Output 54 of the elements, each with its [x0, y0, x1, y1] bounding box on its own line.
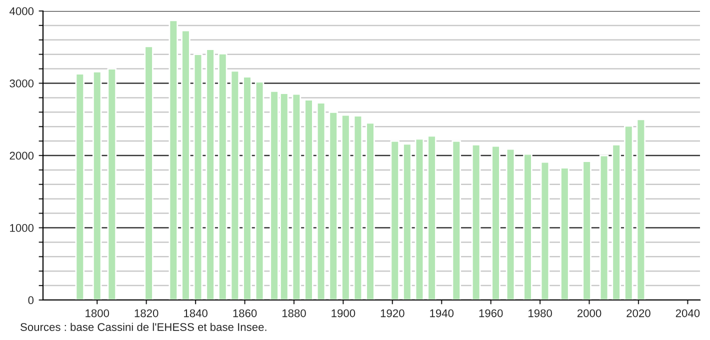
- bar: [471, 144, 481, 300]
- bar: [181, 30, 190, 300]
- bar: [230, 70, 240, 300]
- y-tick-label: 1000: [10, 224, 34, 232]
- bar: [193, 54, 203, 300]
- bar: [328, 111, 338, 300]
- x-tick-label: 1800: [86, 309, 110, 318]
- bar: [353, 115, 363, 300]
- bar: [452, 140, 462, 300]
- source-note: Sources : base Cassini de l'EHESS et base Insee.: [20, 322, 266, 331]
- x-tick-label: 1920: [380, 309, 404, 318]
- y-tick-label: 4000: [10, 7, 34, 16]
- bar: [292, 93, 302, 300]
- bar: [612, 144, 621, 300]
- x-tick-label: 2000: [577, 309, 602, 318]
- bar: [540, 161, 550, 300]
- bar: [390, 140, 400, 300]
- bar: [254, 81, 264, 300]
- bar: [341, 114, 350, 300]
- x-tick-label: 1860: [233, 309, 257, 318]
- bar: [206, 48, 215, 300]
- bar: [582, 160, 592, 300]
- bar: [316, 102, 326, 300]
- x-tick-label: 1880: [282, 309, 306, 318]
- bar: [491, 145, 500, 300]
- x-tick-label: 1940: [430, 309, 454, 318]
- bar: [107, 68, 117, 300]
- bar: [304, 99, 314, 300]
- bar: [624, 125, 634, 300]
- x-tick-label: 2040: [676, 309, 700, 318]
- x-tick-label: 1840: [184, 309, 208, 318]
- y-tick-label: 0: [28, 296, 34, 304]
- x-tick-label: 1980: [528, 309, 552, 318]
- bar: [144, 46, 154, 300]
- x-tick-label: 1820: [134, 309, 158, 318]
- bar: [242, 76, 252, 300]
- bar: [560, 167, 570, 300]
- bar: [168, 20, 178, 300]
- bar: [427, 135, 436, 300]
- bar: [414, 138, 424, 300]
- bar: [523, 153, 532, 300]
- bar: [506, 148, 516, 300]
- x-tick-label: 2020: [626, 309, 650, 318]
- x-tick-label: 1960: [479, 309, 503, 318]
- y-tick-label: 3000: [10, 80, 34, 88]
- bar: [599, 154, 609, 300]
- y-tick-label: 2000: [10, 152, 34, 160]
- bar: [92, 70, 102, 300]
- bar: [402, 143, 412, 300]
- bar: [636, 118, 646, 300]
- bar: [366, 122, 375, 300]
- bar: [75, 73, 85, 300]
- bar: [218, 52, 228, 300]
- x-tick-label: 1900: [332, 309, 356, 318]
